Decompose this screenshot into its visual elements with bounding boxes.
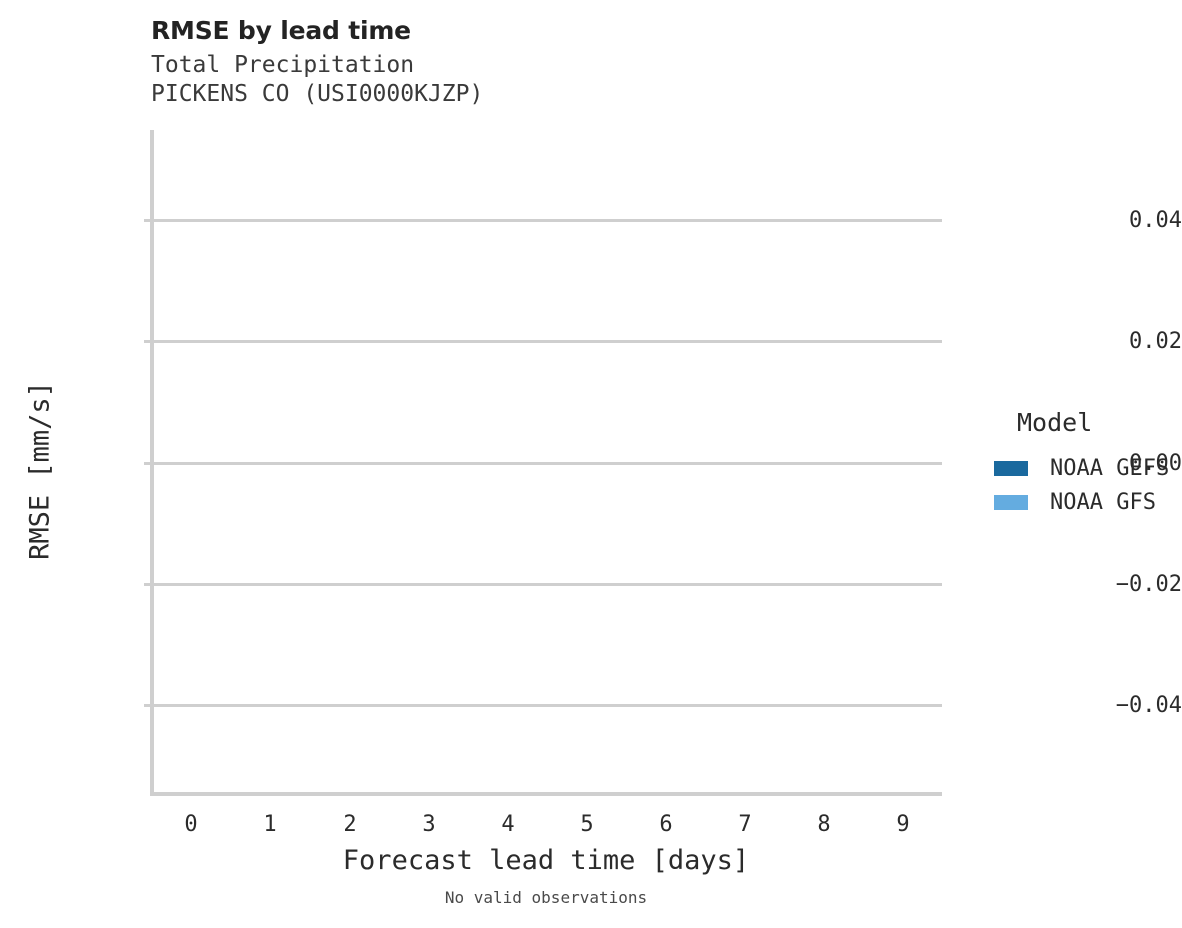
x-axis-spine bbox=[150, 792, 942, 796]
x-tick-label-3: 3 bbox=[422, 812, 436, 837]
page-title: RMSE by lead time bbox=[151, 16, 411, 45]
chart-subtitle-variable: Total Precipitation bbox=[151, 52, 415, 78]
legend-item-noaa-gefs[interactable]: NOAA GEFS bbox=[994, 451, 1169, 485]
legend-item-noaa-gfs[interactable]: NOAA GFS bbox=[994, 485, 1169, 519]
x-tick-label-4: 4 bbox=[501, 812, 515, 837]
y-axis-label: RMSE [mm/s] bbox=[24, 381, 56, 560]
gridline-y-2 bbox=[154, 462, 942, 465]
y-tick-mark-1 bbox=[144, 340, 151, 343]
y-tick-label-2: 0.00 bbox=[1129, 451, 1182, 476]
legend-item-label: NOAA GFS bbox=[1050, 489, 1156, 515]
y-tick-label-4: −0.04 bbox=[1115, 693, 1182, 718]
x-tick-label-6: 6 bbox=[659, 812, 673, 837]
chart-subtitle-station: PICKENS CO (USI0000KJZP) bbox=[151, 81, 484, 107]
x-tick-label-2: 2 bbox=[343, 812, 357, 837]
y-tick-mark-4 bbox=[144, 704, 151, 707]
x-tick-label-0: 0 bbox=[184, 812, 198, 837]
x-axis-label: Forecast lead time [days] bbox=[342, 845, 750, 876]
x-tick-label-8: 8 bbox=[817, 812, 831, 837]
y-tick-label-0: 0.04 bbox=[1129, 208, 1182, 233]
y-tick-mark-2 bbox=[144, 462, 151, 465]
y-tick-mark-0 bbox=[144, 219, 151, 222]
gridline-y-0 bbox=[154, 219, 942, 222]
legend-item-label: NOAA GEFS bbox=[1050, 455, 1170, 481]
y-axis-spine bbox=[150, 130, 154, 796]
legend-title: Model bbox=[1017, 408, 1093, 437]
y-tick-mark-3 bbox=[144, 583, 151, 586]
gridline-y-4 bbox=[154, 704, 942, 707]
legend-swatch-icon bbox=[994, 494, 1028, 510]
x-tick-label-1: 1 bbox=[263, 812, 277, 837]
x-tick-label-7: 7 bbox=[738, 812, 752, 837]
legend-swatch-icon bbox=[994, 460, 1028, 476]
x-tick-label-9: 9 bbox=[896, 812, 910, 837]
y-tick-label-1: 0.02 bbox=[1129, 329, 1182, 354]
x-tick-label-5: 5 bbox=[580, 812, 594, 837]
gridline-y-1 bbox=[154, 340, 942, 343]
no-data-caption: No valid observations bbox=[444, 888, 648, 907]
legend: Model NOAA GEFS NOAA GFS bbox=[994, 408, 1169, 519]
y-tick-label-3: −0.02 bbox=[1115, 572, 1182, 597]
gridline-y-3 bbox=[154, 583, 942, 586]
